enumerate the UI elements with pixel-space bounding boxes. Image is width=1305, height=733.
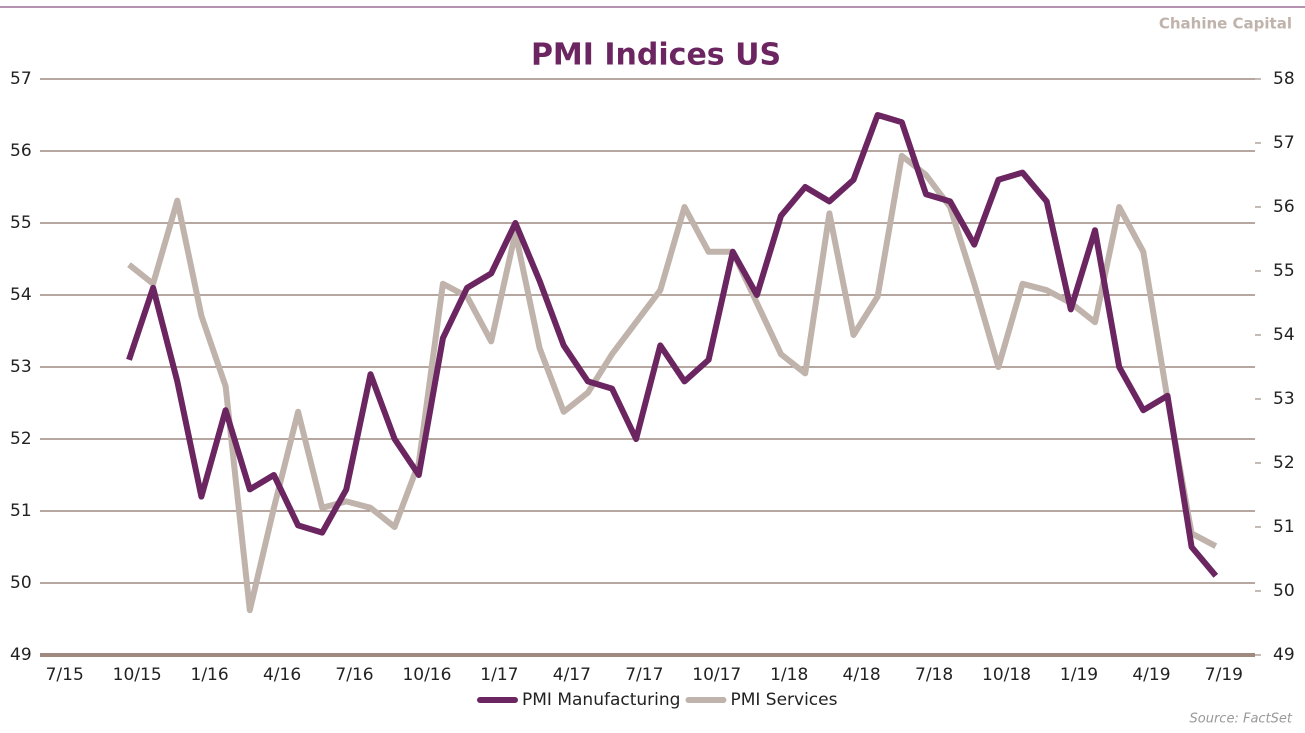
- y-tick-label: 51: [10, 501, 32, 521]
- brand: Chahine Capital: [1159, 15, 1292, 33]
- series-line: [127, 152, 1218, 614]
- y2-tick-label: 49: [1273, 645, 1295, 665]
- y-tick-label: 49: [10, 645, 32, 665]
- x-tick-label: 4/16: [263, 665, 301, 685]
- y2-tick-label: 53: [1273, 389, 1295, 409]
- x-tick-label: 7/15: [46, 665, 84, 685]
- x-tick-label: 7/19: [1205, 665, 1243, 685]
- y2-tick-label: 55: [1273, 261, 1295, 281]
- legend-label: PMI Manufacturing: [522, 690, 680, 710]
- x-tick-label: 7/17: [625, 665, 663, 685]
- y2-tick-label: 51: [1273, 517, 1295, 537]
- x-tick-label: 10/18: [982, 665, 1031, 685]
- y-tick-label: 54: [10, 285, 32, 305]
- y2-tick-label: 56: [1273, 197, 1295, 217]
- y-tick-label: 50: [10, 573, 32, 593]
- x-tick-label: 1/19: [1060, 665, 1098, 685]
- x-tick-label: 1/18: [770, 665, 808, 685]
- y-tick-label: 53: [10, 357, 32, 377]
- x-tick-label: 7/16: [335, 665, 373, 685]
- y-tick-label: 57: [10, 69, 32, 89]
- x-tick-label: 4/19: [1132, 665, 1170, 685]
- y2-tick-label: 52: [1273, 453, 1295, 473]
- x-tick-label: 4/18: [843, 665, 881, 685]
- y2-tick-label: 57: [1273, 133, 1295, 153]
- chart-title: PMI Indices US: [531, 38, 781, 73]
- x-tick-label: 10/16: [402, 665, 451, 685]
- y-tick-label: 55: [10, 213, 32, 233]
- source: Source: FactSet: [1190, 712, 1293, 727]
- legend-label: PMI Services: [730, 690, 837, 710]
- x-tick-label: 10/15: [113, 665, 162, 685]
- x-tick-label: 4/17: [553, 665, 591, 685]
- series-line: [126, 112, 1219, 578]
- y2-tick-label: 58: [1273, 69, 1295, 89]
- x-tick-label: 1/17: [480, 665, 518, 685]
- y2-tick-label: 54: [1273, 325, 1295, 345]
- y-tick-label: 56: [10, 141, 32, 161]
- x-tick-label: 10/17: [692, 665, 741, 685]
- x-tick-label: 7/18: [915, 665, 953, 685]
- x-tick-label: 1/16: [191, 665, 229, 685]
- y2-tick-label: 50: [1273, 581, 1295, 601]
- y-tick-label: 52: [10, 429, 32, 449]
